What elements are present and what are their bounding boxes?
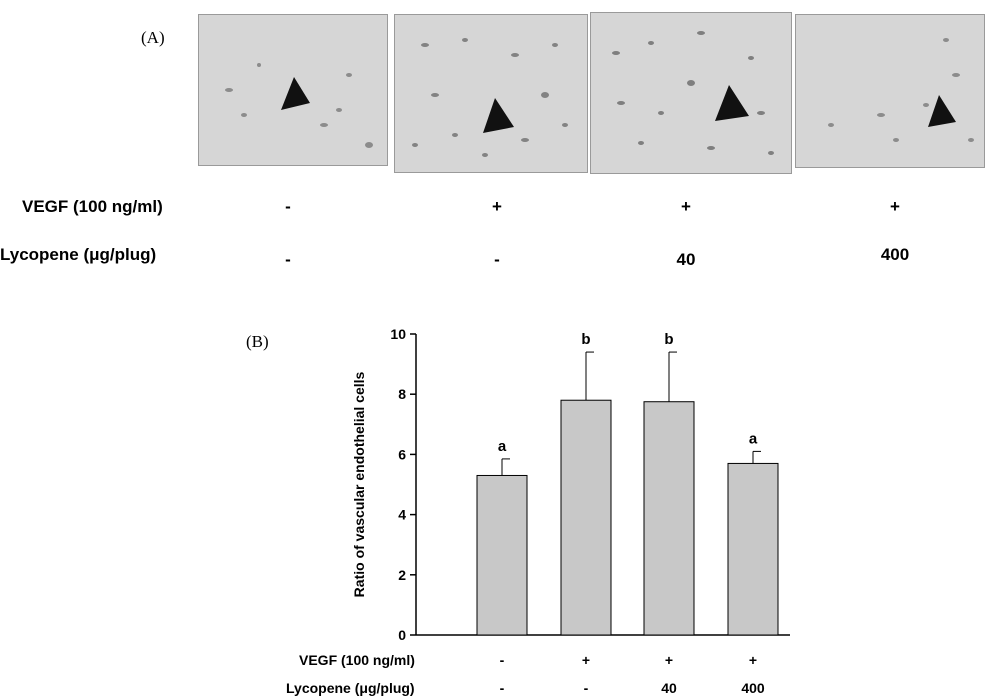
bar-4 (727, 462, 779, 636)
arrowhead-icon (281, 77, 310, 110)
arrowhead-icon (928, 95, 956, 127)
y-axis-label: Ratio of vascular endothelial cells (351, 371, 367, 597)
cell-lycopene-4: 400 (880, 245, 910, 264)
cell-vegf-3: + (681, 197, 691, 216)
x-cell-vegf-3: + (664, 652, 674, 668)
y-tick-label-3: 6 (398, 446, 406, 462)
row-label-lycopene: Lycopene (μg/plug) (0, 245, 157, 264)
significance-letter-3: b (664, 331, 673, 348)
cell-lycopene-1: - (285, 250, 291, 269)
x-cell-vegf-1: - (499, 652, 505, 668)
arrowhead-icon (715, 85, 749, 121)
panel-b-label: (B) (246, 332, 269, 351)
x-cell-lycopene-2: - (583, 680, 589, 696)
bar-1 (476, 474, 528, 636)
x-row-label-vegf: VEGF (100 ng/ml) (299, 652, 415, 668)
y-tick-label-0: 0 (398, 627, 406, 643)
panel-a-label: (A) (141, 28, 165, 47)
x-cell-lycopene-4: 400 (741, 680, 765, 696)
significance-letter-2: b (581, 331, 590, 348)
significance-letter-4: a (749, 430, 758, 447)
bar-2 (560, 399, 612, 636)
arrowhead-icon (483, 98, 514, 133)
y-tick-label-4: 8 (398, 386, 406, 402)
cell-lycopene-3: 40 (676, 250, 696, 269)
significance-letter-1: a (498, 438, 507, 455)
y-tick-label-1: 2 (398, 567, 406, 583)
micrograph-1 (198, 14, 388, 166)
bar-3 (643, 401, 695, 636)
cell-lycopene-2: - (494, 250, 500, 269)
cell-vegf-4: + (890, 197, 900, 216)
x-cell-vegf-4: + (748, 652, 758, 668)
bar-chart: 0 2 4 6 8 10 Ratio of vascular endothelial cel… (351, 326, 790, 643)
micrograph-2 (394, 14, 588, 173)
x-cell-vegf-2: + (581, 652, 591, 668)
y-tick-label-2: 4 (398, 507, 406, 523)
cell-vegf-2: + (492, 197, 502, 216)
micrograph-3 (590, 12, 792, 174)
row-label-vegf: VEGF (100 ng/ml) (22, 197, 163, 216)
cell-vegf-1: - (285, 197, 291, 216)
micrograph-4 (795, 14, 985, 168)
x-cell-lycopene-3: 40 (661, 680, 677, 696)
x-cell-lycopene-1: - (499, 680, 505, 696)
y-tick-label-5: 10 (390, 326, 406, 342)
x-row-label-lycopene: Lycopene (μg/plug) (286, 680, 415, 696)
